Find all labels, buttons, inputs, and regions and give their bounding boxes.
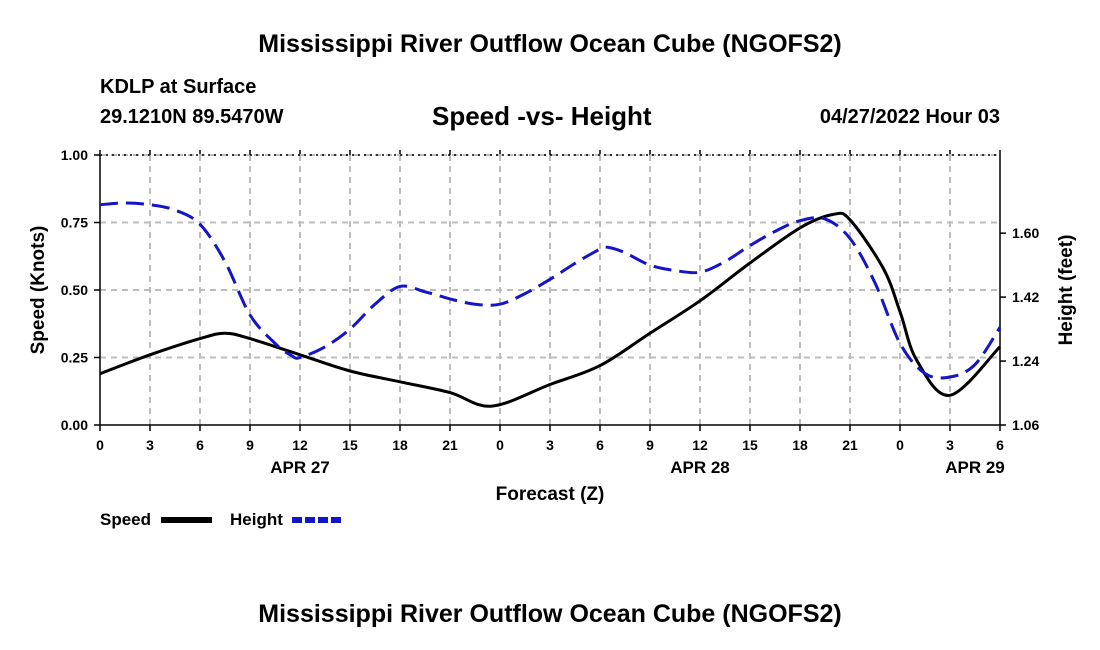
legend-speed-label: Speed: [100, 510, 152, 529]
y2-tick-label: 1.60: [1012, 225, 1039, 241]
station-coordinates: 29.1210N 89.5470W: [100, 106, 284, 128]
x-tick-label: 18: [792, 437, 808, 453]
x-tick-label: 6: [996, 437, 1004, 453]
legend-height-label: Height: [230, 510, 283, 529]
y-tick-label: 0.00: [61, 417, 88, 433]
x-tick-label: 12: [292, 437, 308, 453]
y2-tick-label: 1.06: [1012, 417, 1039, 433]
series-line-height: [99, 201, 1002, 380]
x-axis-title: Forecast (Z): [496, 484, 605, 505]
x-tick-label: 6: [596, 437, 604, 453]
y-tick-label: 1.00: [61, 147, 88, 163]
x-tick-label: 9: [246, 437, 254, 453]
y2-tick-label: 1.42: [1012, 289, 1039, 305]
x-tick-label: 3: [146, 437, 154, 453]
x-tick-label: 21: [842, 437, 858, 453]
x-date-label: APR 28: [670, 458, 730, 477]
chart-subtitle: Speed -vs- Height: [432, 101, 652, 131]
x-tick-label: 9: [646, 437, 654, 453]
x-tick-label: 0: [496, 437, 504, 453]
y-tick-label: 0.50: [61, 282, 88, 298]
series-line-speed: [99, 211, 1002, 408]
x-tick-label: 15: [342, 437, 358, 453]
y2-axis-title: Height (feet): [1056, 235, 1077, 346]
x-date-label: APR 27: [270, 458, 330, 477]
x-tick-label: 18: [392, 437, 408, 453]
y-tick-label: 0.75: [61, 215, 88, 231]
station-label: KDLP at Surface: [100, 76, 257, 98]
x-tick-label: 12: [692, 437, 708, 453]
y-axis-title: Speed (Knots): [28, 226, 49, 355]
y2-tick-label: 1.24: [1012, 353, 1039, 369]
x-tick-label: 0: [96, 437, 104, 453]
x-tick-label: 3: [946, 437, 954, 453]
x-tick-label: 15: [742, 437, 758, 453]
x-date-label: APR 29: [945, 458, 1005, 477]
y-tick-label: 0.25: [61, 350, 88, 366]
footer-title: Mississippi River Outflow Ocean Cube (NG…: [258, 600, 842, 628]
x-tick-label: 21: [442, 437, 458, 453]
x-tick-label: 6: [196, 437, 204, 453]
x-tick-label: 0: [896, 437, 904, 453]
forecast-datetime: 04/27/2022 Hour 03: [819, 106, 1000, 128]
x-tick-label: 3: [546, 437, 554, 453]
chart-main-title: Mississippi River Outflow Ocean Cube (NG…: [258, 30, 842, 58]
